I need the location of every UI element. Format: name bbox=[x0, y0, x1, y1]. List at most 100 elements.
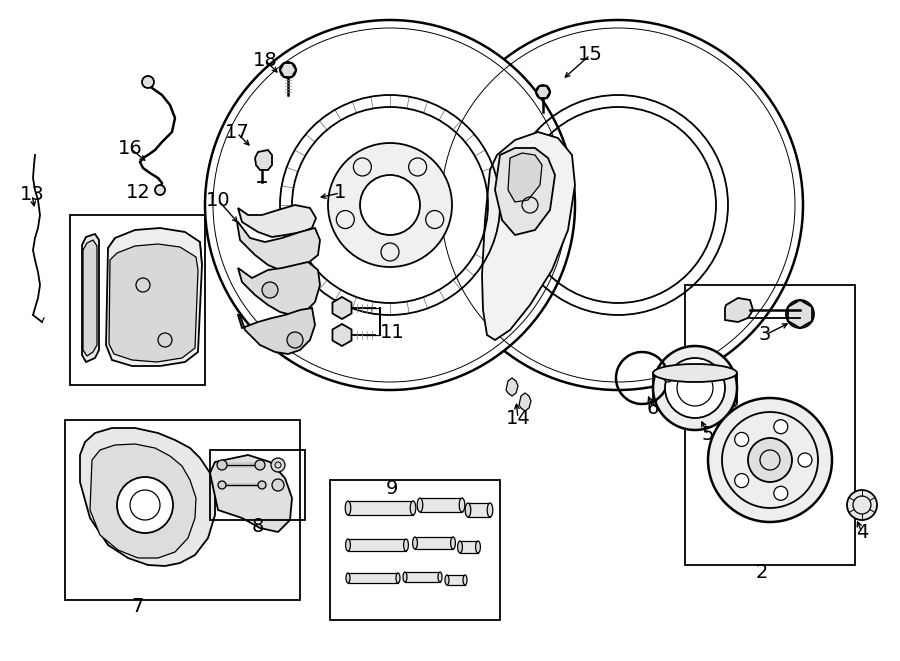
Ellipse shape bbox=[487, 503, 493, 517]
Circle shape bbox=[217, 460, 227, 470]
Polygon shape bbox=[238, 262, 320, 315]
Text: 8: 8 bbox=[252, 518, 265, 537]
Bar bbox=[330, 480, 500, 620]
Circle shape bbox=[774, 486, 788, 500]
Circle shape bbox=[536, 85, 550, 99]
Polygon shape bbox=[255, 150, 272, 170]
Bar bbox=[415, 537, 453, 549]
Polygon shape bbox=[495, 148, 555, 235]
Polygon shape bbox=[82, 234, 99, 362]
Ellipse shape bbox=[653, 364, 737, 382]
Bar bbox=[210, 450, 305, 520]
Polygon shape bbox=[519, 393, 531, 411]
Circle shape bbox=[734, 473, 749, 488]
Text: 13: 13 bbox=[20, 186, 44, 204]
Circle shape bbox=[748, 438, 792, 482]
Text: 2: 2 bbox=[756, 563, 769, 582]
Polygon shape bbox=[237, 222, 320, 270]
Ellipse shape bbox=[459, 498, 464, 512]
Text: 9: 9 bbox=[386, 479, 398, 498]
Bar bbox=[685, 285, 855, 565]
Text: 6: 6 bbox=[647, 399, 659, 418]
Circle shape bbox=[653, 346, 737, 430]
Ellipse shape bbox=[412, 537, 418, 549]
Bar bbox=[348, 501, 413, 515]
Text: 12: 12 bbox=[126, 184, 150, 202]
Ellipse shape bbox=[346, 501, 351, 515]
Circle shape bbox=[280, 62, 296, 78]
Bar bbox=[468, 503, 490, 517]
Text: 4: 4 bbox=[856, 524, 868, 543]
Polygon shape bbox=[725, 298, 753, 322]
Text: 7: 7 bbox=[131, 598, 144, 617]
Ellipse shape bbox=[438, 572, 442, 582]
Text: 14: 14 bbox=[506, 408, 530, 428]
Polygon shape bbox=[332, 324, 352, 346]
Bar bbox=[420, 498, 462, 512]
Ellipse shape bbox=[475, 541, 481, 553]
Circle shape bbox=[271, 458, 285, 472]
Polygon shape bbox=[238, 308, 315, 354]
Bar bbox=[405, 572, 440, 582]
Polygon shape bbox=[506, 378, 518, 396]
Ellipse shape bbox=[463, 575, 467, 585]
Circle shape bbox=[258, 481, 266, 489]
Circle shape bbox=[360, 175, 420, 235]
Text: 10: 10 bbox=[206, 190, 230, 210]
Circle shape bbox=[665, 358, 725, 418]
Polygon shape bbox=[83, 240, 97, 356]
Ellipse shape bbox=[403, 539, 409, 551]
Ellipse shape bbox=[457, 541, 463, 553]
Circle shape bbox=[786, 300, 814, 328]
Circle shape bbox=[142, 76, 154, 88]
Text: 16: 16 bbox=[118, 139, 142, 157]
Circle shape bbox=[328, 143, 452, 267]
Circle shape bbox=[155, 185, 165, 195]
Bar bbox=[65, 420, 300, 600]
Text: 11: 11 bbox=[380, 323, 404, 342]
Circle shape bbox=[255, 460, 265, 470]
Ellipse shape bbox=[410, 501, 416, 515]
Circle shape bbox=[272, 479, 284, 491]
Polygon shape bbox=[109, 244, 198, 362]
Circle shape bbox=[774, 420, 788, 434]
Text: 1: 1 bbox=[334, 184, 346, 202]
Polygon shape bbox=[238, 205, 316, 237]
Ellipse shape bbox=[445, 575, 449, 585]
Circle shape bbox=[205, 20, 575, 390]
Circle shape bbox=[847, 490, 877, 520]
Circle shape bbox=[798, 453, 812, 467]
Polygon shape bbox=[90, 444, 196, 558]
Bar bbox=[348, 573, 398, 583]
Polygon shape bbox=[332, 297, 352, 319]
Text: 5: 5 bbox=[702, 426, 715, 444]
Ellipse shape bbox=[465, 503, 471, 517]
Ellipse shape bbox=[403, 572, 407, 582]
Bar bbox=[348, 539, 406, 551]
Ellipse shape bbox=[346, 573, 350, 583]
Ellipse shape bbox=[396, 573, 400, 583]
Bar bbox=[447, 575, 465, 585]
Ellipse shape bbox=[653, 394, 737, 412]
Circle shape bbox=[117, 477, 173, 533]
Polygon shape bbox=[80, 428, 215, 566]
Circle shape bbox=[734, 432, 749, 446]
Bar bbox=[70, 215, 205, 385]
Polygon shape bbox=[210, 455, 292, 532]
Text: 3: 3 bbox=[759, 325, 771, 344]
Text: 15: 15 bbox=[578, 46, 602, 65]
Bar bbox=[460, 541, 478, 553]
Polygon shape bbox=[482, 132, 575, 340]
Circle shape bbox=[262, 282, 278, 298]
Circle shape bbox=[433, 20, 803, 390]
Polygon shape bbox=[508, 153, 542, 202]
Circle shape bbox=[664, 374, 672, 382]
Text: 17: 17 bbox=[225, 124, 249, 143]
Circle shape bbox=[287, 332, 303, 348]
Text: 18: 18 bbox=[253, 50, 277, 69]
Circle shape bbox=[218, 481, 226, 489]
Circle shape bbox=[708, 398, 832, 522]
Ellipse shape bbox=[418, 498, 423, 512]
Polygon shape bbox=[106, 228, 202, 366]
Ellipse shape bbox=[451, 537, 455, 549]
